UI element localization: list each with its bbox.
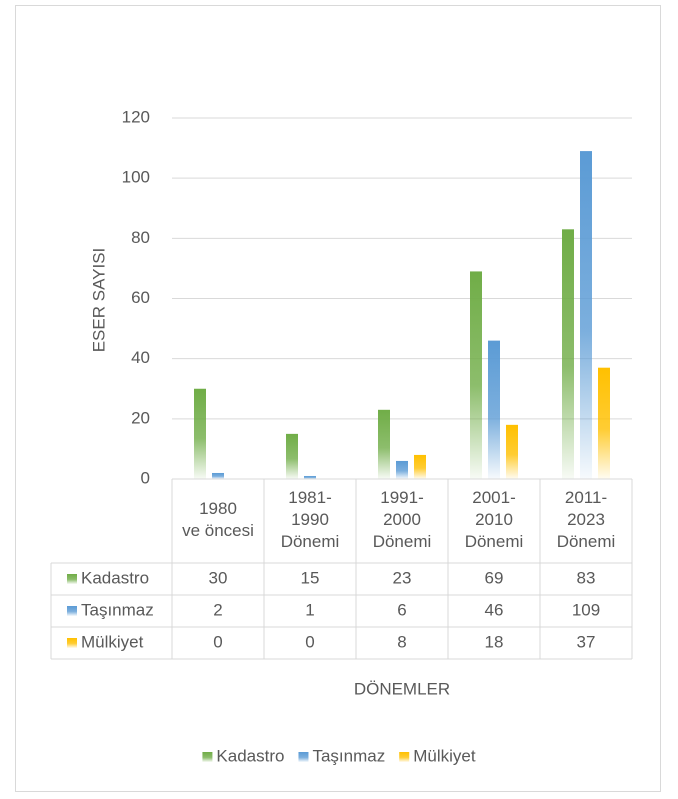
table-value: 83: [577, 568, 596, 587]
bar: [212, 472, 224, 479]
x-tick-label: 2011-2023 Dönemi: [557, 488, 616, 551]
table-value: 109: [572, 600, 600, 619]
chart-border: [15, 5, 661, 792]
x-tick-label: 1980 ve öncesi: [182, 499, 254, 540]
bar: [580, 151, 592, 479]
bar: [562, 229, 574, 479]
table-value: 0: [213, 632, 222, 651]
y-tick-label: 80: [131, 228, 150, 247]
y-tick-label: 100: [122, 168, 150, 187]
table-value: 15: [301, 568, 320, 587]
table-legend-key: [67, 574, 77, 584]
table-series-label: Mülkiyet: [81, 632, 144, 651]
y-tick-label: 60: [131, 288, 150, 307]
table-value: 69: [485, 568, 504, 587]
bar: [286, 433, 298, 479]
table-value: 46: [485, 600, 504, 619]
x-tick-label: 1981-1990 Dönemi: [281, 488, 340, 551]
legend-key: [399, 752, 410, 762]
table-series-label: Kadastro: [81, 568, 149, 587]
legend-label: Kadastro: [216, 746, 284, 765]
y-tick-label: 20: [131, 408, 150, 427]
y-axis-title: ESER SAYISI: [89, 248, 108, 353]
bar: [396, 460, 408, 479]
x-tick-label: 1991-2000 Dönemi: [373, 488, 432, 551]
legend-key: [298, 752, 309, 762]
bar: [488, 340, 500, 479]
table-series-label: Taşınmaz: [81, 600, 154, 619]
table-value: 18: [485, 632, 504, 651]
table-value: 6: [397, 600, 406, 619]
bar: [378, 409, 390, 479]
table-value: 30: [209, 568, 228, 587]
table-value: 37: [577, 632, 596, 651]
y-tick-label: 0: [141, 468, 150, 487]
table-legend-key: [67, 638, 77, 648]
legend-label: Taşınmaz: [312, 746, 385, 765]
y-tick-label: 40: [131, 348, 150, 367]
x-tick-label: 2001-2010 Dönemi: [465, 488, 524, 551]
bar: [414, 454, 426, 479]
table-legend-key: [67, 606, 77, 616]
legend-label: Mülkiyet: [413, 746, 476, 765]
legend-key: [202, 752, 213, 762]
y-tick-label: 120: [122, 107, 150, 126]
bar: [304, 475, 316, 479]
table-value: 8: [397, 632, 406, 651]
bar: [598, 367, 610, 479]
table-value: 0: [305, 632, 314, 651]
bar: [506, 424, 518, 479]
x-axis-title: DÖNEMLER: [354, 679, 450, 698]
table-value: 1: [305, 600, 314, 619]
bar: [470, 271, 482, 479]
table-value: 23: [393, 568, 412, 587]
table-value: 2: [213, 600, 222, 619]
bar: [194, 388, 206, 479]
